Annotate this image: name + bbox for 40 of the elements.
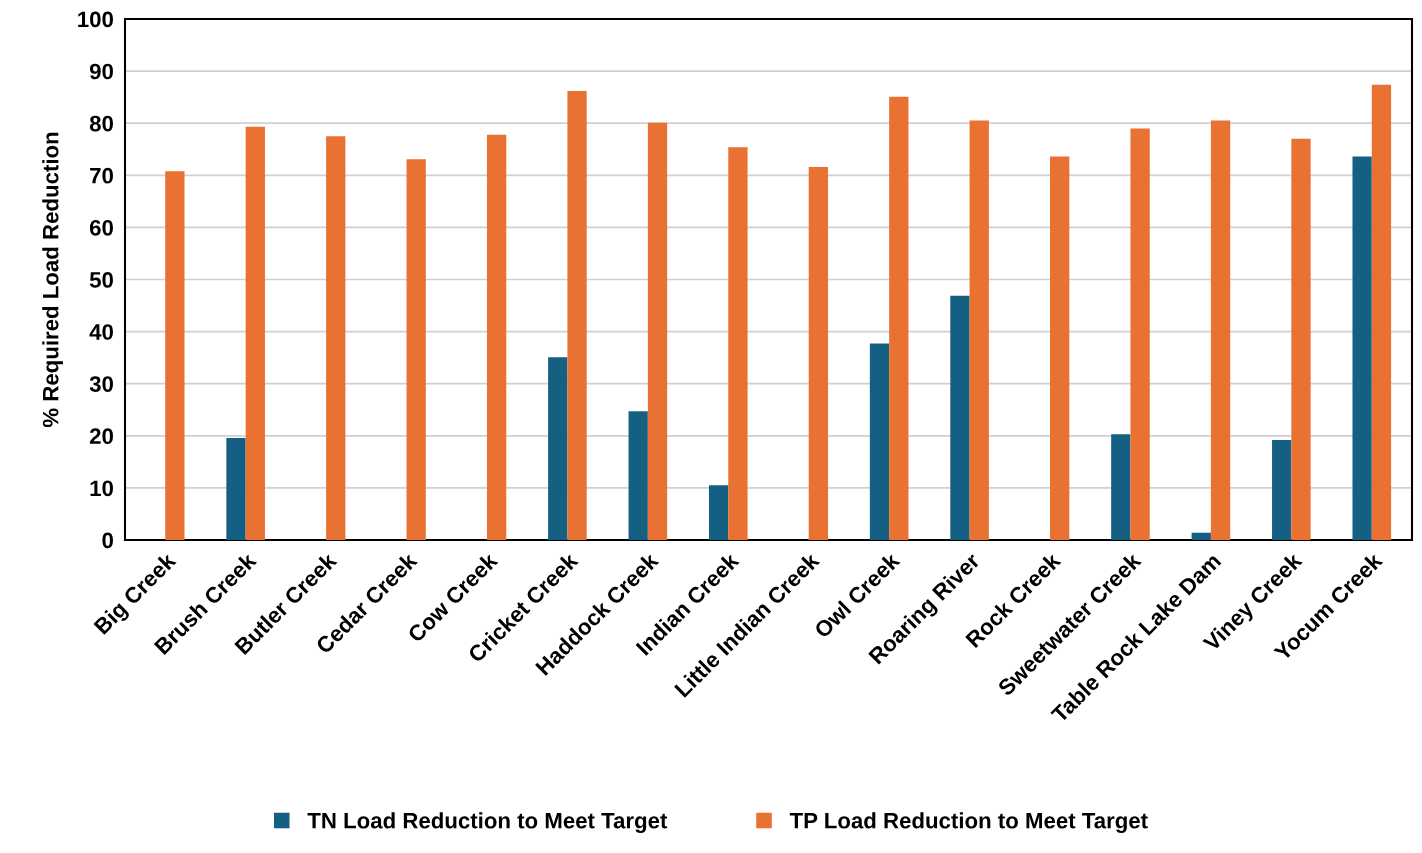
bar [1050, 156, 1070, 540]
y-tick-label: 30 [89, 376, 113, 392]
y-tick-label: 0 [102, 532, 113, 549]
y-tick-label: 50 [89, 272, 113, 288]
y-tick-label: 20 [89, 428, 113, 445]
bar [1130, 128, 1150, 540]
bar [1111, 434, 1131, 540]
legend-label: TP Load Reduction to Meet Target [789, 812, 1148, 833]
legend-label: TN Load Reduction to Meet Target [307, 812, 668, 833]
bar [728, 147, 748, 540]
bar [1191, 532, 1211, 540]
bar [889, 96, 909, 540]
bar [165, 171, 185, 540]
bar [950, 295, 970, 540]
y-tick-label: 90 [89, 63, 113, 80]
bar [226, 437, 246, 540]
y-tick-label: 10 [90, 480, 113, 497]
bar [628, 411, 648, 540]
bar [1272, 439, 1292, 540]
bar [486, 134, 507, 540]
bar [647, 122, 668, 540]
bar [808, 166, 829, 540]
y-tick-label: 60 [89, 219, 113, 236]
bar [1291, 138, 1311, 540]
y-tick-label: 40 [89, 324, 113, 340]
bar [1371, 84, 1392, 540]
bar [406, 159, 426, 540]
bar [869, 343, 890, 540]
y-axis-title: % Required Load Reduction [42, 132, 63, 428]
bar [548, 357, 568, 540]
y-tick-label: 70 [90, 167, 113, 184]
bar [708, 485, 729, 540]
bar [567, 90, 587, 540]
bar [1210, 120, 1231, 540]
y-tick-label: 100 [78, 11, 113, 28]
y-tick-label: 80 [89, 115, 113, 132]
bar [1352, 156, 1372, 540]
bar [969, 120, 989, 540]
bar [245, 126, 265, 540]
bar [326, 136, 346, 540]
